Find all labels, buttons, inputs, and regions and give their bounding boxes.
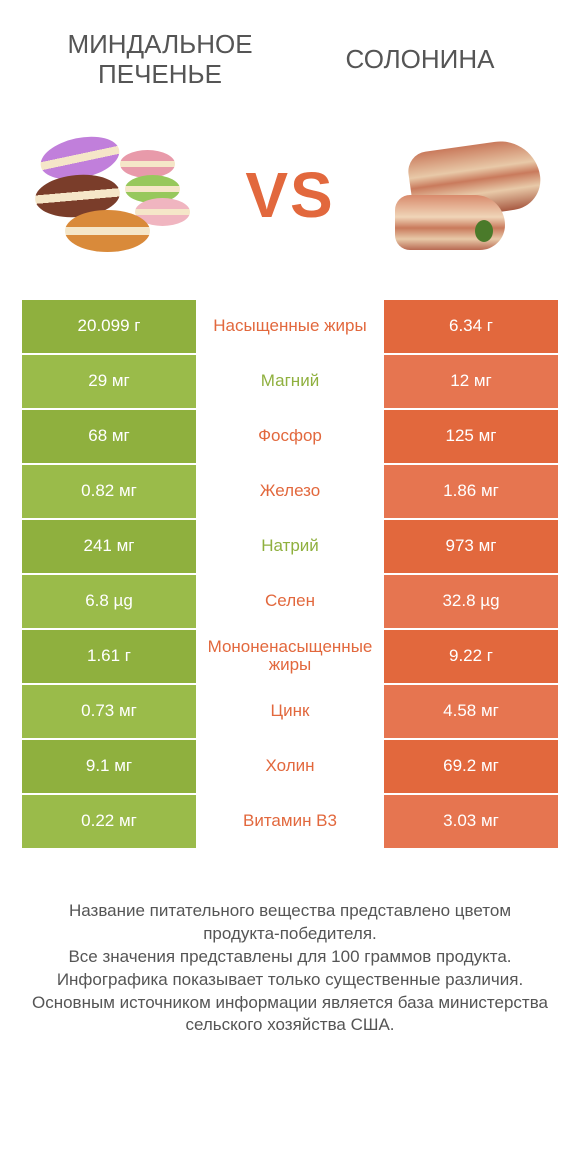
- left-value-cell: 0.22 мг: [22, 795, 196, 848]
- vs-label: VS: [245, 158, 334, 232]
- right-value-cell: 3.03 мг: [384, 795, 558, 848]
- right-value-cell: 125 мг: [384, 410, 558, 463]
- comparison-table: 20.099 гНасыщенные жиры6.34 г29 мгМагний…: [0, 300, 580, 850]
- left-value-cell: 0.82 мг: [22, 465, 196, 518]
- right-value-cell: 32.8 µg: [384, 575, 558, 628]
- right-value-cell: 1.86 мг: [384, 465, 558, 518]
- left-value-cell: 68 мг: [22, 410, 196, 463]
- nutrient-label-cell: Холин: [196, 740, 384, 793]
- right-product-title: СОЛОНИНА: [290, 45, 540, 75]
- header: МИНДАЛЬНОЕ ПЕЧЕНЬЕ СОЛОНИНА: [0, 0, 580, 100]
- left-value-cell: 9.1 мг: [22, 740, 196, 793]
- left-value-cell: 241 мг: [22, 520, 196, 573]
- table-row: 0.22 мгВитамин B33.03 мг: [22, 795, 558, 850]
- table-row: 9.1 мгХолин69.2 мг: [22, 740, 558, 795]
- nutrient-label-cell: Витамин B3: [196, 795, 384, 848]
- table-row: 0.73 мгЦинк4.58 мг: [22, 685, 558, 740]
- left-value-cell: 20.099 г: [22, 300, 196, 353]
- footer-notes: Название питательного вещества представл…: [0, 850, 580, 1058]
- right-value-cell: 973 мг: [384, 520, 558, 573]
- table-row: 68 мгФосфор125 мг: [22, 410, 558, 465]
- right-value-cell: 69.2 мг: [384, 740, 558, 793]
- right-value-cell: 9.22 г: [384, 630, 558, 683]
- left-value-cell: 6.8 µg: [22, 575, 196, 628]
- right-value-cell: 12 мг: [384, 355, 558, 408]
- left-value-cell: 1.61 г: [22, 630, 196, 683]
- table-row: 1.61 гМононенасыщенные жиры9.22 г: [22, 630, 558, 685]
- left-product-image: [30, 120, 200, 270]
- table-row: 241 мгНатрий973 мг: [22, 520, 558, 575]
- table-row: 29 мгМагний12 мг: [22, 355, 558, 410]
- table-row: 0.82 мгЖелезо1.86 мг: [22, 465, 558, 520]
- macarons-illustration: [30, 120, 200, 270]
- table-row: 6.8 µgСелен32.8 µg: [22, 575, 558, 630]
- nutrient-label-cell: Фосфор: [196, 410, 384, 463]
- nutrient-label-cell: Селен: [196, 575, 384, 628]
- nutrient-label-cell: Железо: [196, 465, 384, 518]
- footer-line: Основным источником информации является …: [30, 992, 550, 1038]
- nutrient-label-cell: Насыщенные жиры: [196, 300, 384, 353]
- right-value-cell: 6.34 г: [384, 300, 558, 353]
- footer-line: Все значения представлены для 100 граммо…: [30, 946, 550, 969]
- nutrient-label-cell: Мононенасыщенные жиры: [196, 630, 384, 683]
- image-row: VS: [0, 100, 580, 300]
- left-value-cell: 29 мг: [22, 355, 196, 408]
- right-product-image: [380, 120, 550, 270]
- right-value-cell: 4.58 мг: [384, 685, 558, 738]
- nutrient-label-cell: Натрий: [196, 520, 384, 573]
- footer-line: Инфографика показывает только существенн…: [30, 969, 550, 992]
- left-product-title: МИНДАЛЬНОЕ ПЕЧЕНЬЕ: [40, 30, 290, 90]
- nutrient-label-cell: Цинк: [196, 685, 384, 738]
- table-row: 20.099 гНасыщенные жиры6.34 г: [22, 300, 558, 355]
- nutrient-label-cell: Магний: [196, 355, 384, 408]
- left-value-cell: 0.73 мг: [22, 685, 196, 738]
- meat-illustration: [380, 120, 550, 270]
- footer-line: Название питательного вещества представл…: [30, 900, 550, 946]
